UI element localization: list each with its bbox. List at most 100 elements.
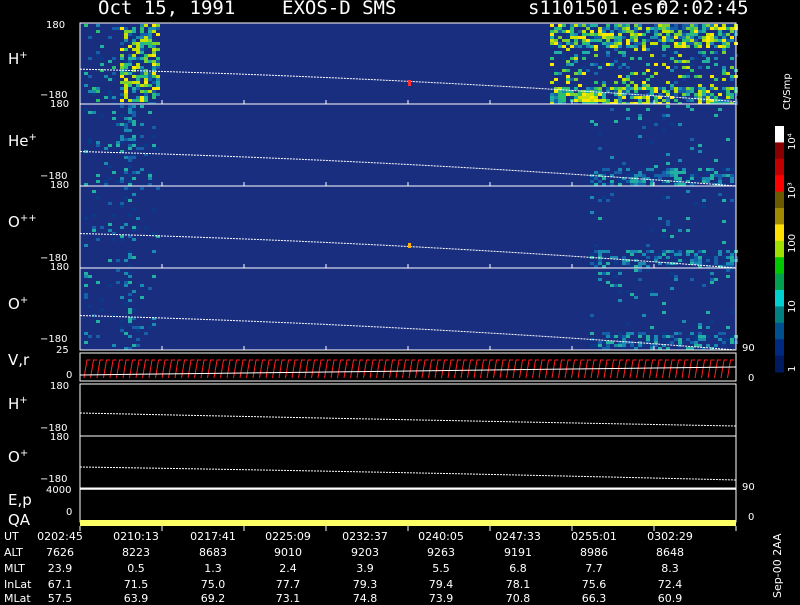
line-h-plus-ymax: 180 xyxy=(50,381,70,392)
footer-mlt-4: 3.9 xyxy=(356,562,374,575)
footer-ut-0: 0202:45 xyxy=(37,530,83,543)
header-date: Oct 15, 1991 xyxy=(98,0,236,19)
footer-inlat-8: 72.4 xyxy=(657,578,683,591)
footer-mlat-4: 74.8 xyxy=(352,592,378,605)
colorbar-seg-7 xyxy=(775,240,784,258)
footer-ut-8: 0302:29 xyxy=(647,530,693,543)
qa-bar xyxy=(80,520,736,526)
panel-label-o-plus: O+ xyxy=(8,295,29,313)
trace-line-1 xyxy=(79,151,737,187)
colorbar-label-100: 100 xyxy=(787,233,798,253)
he-plus-ymax: 180 xyxy=(50,99,70,110)
panel-label-o-plus-plus: O++ xyxy=(8,213,37,231)
line-o-plus-ymin: −180 xyxy=(40,474,68,485)
footer-mlat-1: 63.9 xyxy=(123,592,149,605)
footer-ut-5: 0240:05 xyxy=(418,530,464,543)
footer-inlat-3: 77.7 xyxy=(275,578,301,591)
footer-key-inlat: InLat xyxy=(4,578,32,591)
ep-label: E,p xyxy=(8,491,32,509)
footer-inlat-7: 75.6 xyxy=(581,578,607,591)
footer-alt-5: 9263 xyxy=(427,546,455,559)
line-h-plus-trace xyxy=(79,412,737,427)
vr-panel-bg xyxy=(80,353,736,381)
colorbar-seg-10 xyxy=(775,290,784,307)
qa-ybottom: 0 xyxy=(66,507,73,518)
colorbar-seg-0 xyxy=(775,126,784,143)
footer-ut-6: 0247:33 xyxy=(495,530,541,543)
footer-alt-6: 9191 xyxy=(504,546,532,559)
footer-mlt-8: 8.3 xyxy=(661,562,679,575)
footer-alt-0: 7626 xyxy=(46,546,74,559)
footer-mlt-6: 6.8 xyxy=(509,562,527,575)
vr-ymin: 0 xyxy=(66,370,73,381)
footer-alt-4: 9203 xyxy=(351,546,379,559)
spike-marker xyxy=(408,80,411,86)
colorbar-seg-4 xyxy=(775,191,784,209)
spectrogram-panel-bg-3 xyxy=(80,268,736,350)
ep-frame xyxy=(79,487,737,523)
footer-alt-3: 9010 xyxy=(274,546,302,559)
footer-mlat-2: 69.2 xyxy=(200,592,226,605)
footer-key-ut: UT xyxy=(4,530,19,543)
qa-label: QA xyxy=(8,511,31,529)
panel-label-he-plus: He+ xyxy=(8,132,37,150)
header-time: 02:02:45 xyxy=(657,0,749,19)
line-o-plus-ymax: 180 xyxy=(50,432,70,443)
footer-ut-2: 0217:41 xyxy=(190,530,236,543)
vr-sawtooth xyxy=(83,359,734,379)
footer-mlat-3: 73.1 xyxy=(275,592,301,605)
line-label-h-plus: H+ xyxy=(8,395,28,413)
vr-label: V,r xyxy=(8,351,30,369)
footer-inlat-2: 75.0 xyxy=(200,578,226,591)
colorbar-label-1e4: 10⁴ xyxy=(787,133,798,150)
spectrogram-panel-bg-2 xyxy=(80,186,736,268)
qa-right: 0 xyxy=(748,512,755,523)
line-label-o-plus: O+ xyxy=(8,448,29,466)
panel-label-h-plus: H+ xyxy=(8,50,28,68)
footer-mlt-3: 2.4 xyxy=(279,562,297,575)
colorbar-seg-12 xyxy=(775,322,784,340)
footer-mlat-5: 73.9 xyxy=(428,592,454,605)
footer-alt-7: 8986 xyxy=(580,546,608,559)
footer-alt-1: 8223 xyxy=(122,546,150,559)
colorbar-seg-14 xyxy=(775,355,784,373)
ep-right: 90 xyxy=(742,482,755,493)
colorbar-seg-6 xyxy=(775,224,784,242)
colorbar-seg-1 xyxy=(775,142,784,160)
footer-key-mlt: MLT xyxy=(4,562,25,575)
spike-marker-2 xyxy=(408,243,411,248)
footer-alt-2: 8683 xyxy=(199,546,227,559)
o-plus-plus-ymin: −180 xyxy=(40,253,68,264)
footer-mlat-0: 57.5 xyxy=(47,592,73,605)
footer-ut-1: 0210:13 xyxy=(113,530,159,543)
line-o-plus-frame xyxy=(79,435,737,489)
version-stamp: Sep-00 2AA xyxy=(771,533,784,598)
footer-inlat-0: 67.1 xyxy=(47,578,73,591)
footer-mlt-0: 23.9 xyxy=(47,562,73,575)
colorbar-seg-3 xyxy=(775,175,784,193)
colorbar-seg-8 xyxy=(775,257,784,275)
footer-ut-7: 0255:01 xyxy=(571,530,617,543)
vr-line xyxy=(79,366,737,376)
footer-mlt-5: 5.5 xyxy=(432,562,450,575)
line-h-plus-frame xyxy=(79,383,737,437)
footer-mlat-6: 70.8 xyxy=(505,592,531,605)
line-o-plus-trace xyxy=(79,466,737,481)
footer-key-alt: ALT xyxy=(4,546,23,559)
o-plus-ymax: 180 xyxy=(50,262,70,273)
footer-inlat-1: 71.5 xyxy=(123,578,149,591)
colorbar-seg-5 xyxy=(775,208,784,225)
footer-inlat-4: 79.3 xyxy=(352,578,378,591)
vr-right-min: 0 xyxy=(748,373,755,384)
footer-key-mlat: MLat xyxy=(4,592,31,605)
spectrogram-panel-bg-1 xyxy=(80,104,736,186)
footer-ut-4: 0232:37 xyxy=(342,530,388,543)
vr-frame xyxy=(79,352,737,382)
colorbar-seg-13 xyxy=(775,339,784,357)
trace-line-3 xyxy=(79,315,737,351)
vr-right-max: 90 xyxy=(742,343,755,354)
footer-ut-3: 0225:09 xyxy=(265,530,311,543)
header-file: s1101501.esr xyxy=(528,0,666,19)
colorbar-label-1e3: 10³ xyxy=(787,182,798,199)
